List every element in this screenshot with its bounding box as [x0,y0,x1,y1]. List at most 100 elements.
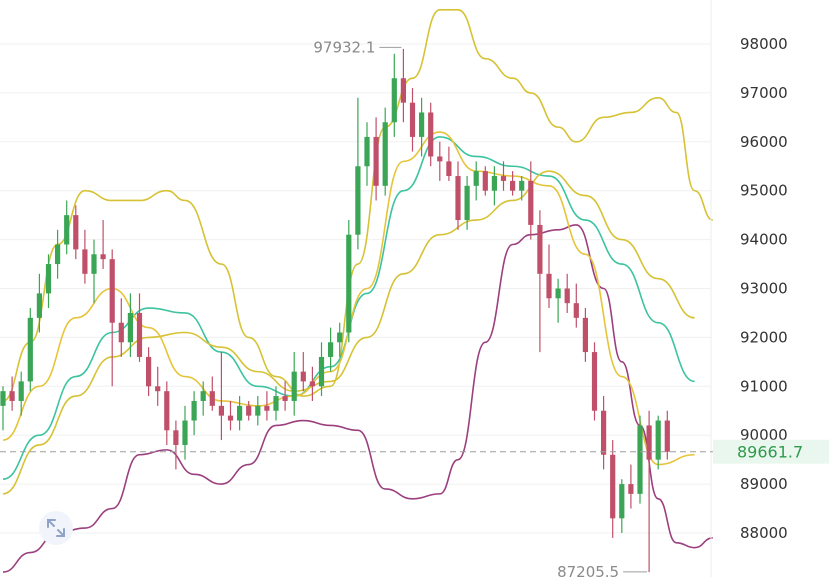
candle [446,146,452,181]
boll-band-lines [2,8,714,573]
candle [491,166,497,206]
candle [164,381,170,445]
candle [510,171,516,196]
candle [346,220,352,343]
candle [173,420,179,470]
grid [0,43,711,534]
low-annotation: 87205.5 [557,563,648,577]
candle [109,249,115,387]
y-tick-label: 92000 [740,328,788,346]
candle [409,88,416,152]
candle [610,440,616,538]
candle [391,53,397,137]
candle [373,117,379,201]
candle [45,254,52,309]
candle [564,273,570,313]
candle [318,342,325,397]
candle [601,396,607,470]
y-tick-label: 90000 [740,426,788,444]
candle [619,479,625,533]
candle [428,102,434,167]
candle [209,376,215,411]
y-tick-label: 88000 [740,524,788,542]
candle [255,396,261,426]
y-tick-label: 96000 [740,133,788,151]
candle [437,141,443,181]
candle [500,161,507,191]
candle [264,391,270,421]
candle [82,229,88,284]
candle [355,97,361,250]
candle [309,366,315,401]
y-tick-label: 97000 [740,84,788,102]
candle [27,308,33,392]
candle [364,122,370,186]
candle [400,48,406,123]
candle [136,293,143,362]
y-tick-label: 89000 [740,475,788,493]
candles [0,48,670,573]
candle [382,107,388,196]
candle [628,464,634,509]
candle [573,283,579,328]
candle [36,273,42,333]
price-tag-background [713,439,829,464]
line-boll-lower [2,224,713,573]
candle [637,415,643,504]
candle [655,415,661,470]
y-tick-label: 98000 [740,35,788,53]
candle [200,381,206,416]
candle [337,322,343,357]
candle [146,347,152,397]
y-tick-label: 91000 [740,377,788,395]
y-axis: 98000 97000 96000 95000 94000 93000 92000 91000… [740,35,788,542]
expand-icon[interactable] [39,511,73,545]
candle [464,176,470,230]
candle [482,166,488,196]
candle [227,400,234,431]
candle [537,210,543,353]
candle [18,371,24,416]
candle [328,327,334,372]
candle [555,278,561,323]
candle [127,293,133,357]
price-tag: 89661.7 [713,439,829,464]
candle [591,342,598,421]
low-price-label: 87205.5 [557,563,619,577]
candle [118,298,124,357]
candle [519,176,525,201]
candle [100,220,106,269]
candle [64,200,70,255]
line-ma-mid [2,136,695,481]
candle [582,308,588,362]
candle [300,352,306,392]
candle [246,400,252,421]
candle [419,97,425,157]
candle [191,391,197,436]
candle [73,205,79,260]
candle [282,381,288,411]
candle [291,352,297,416]
candle [546,244,552,309]
candle [528,161,534,240]
candle [455,161,461,230]
line-ma-slow [2,170,695,495]
candle [473,161,479,201]
high-price-label: 97932.1 [313,38,375,56]
high-annotation: 97932.1 [313,38,402,56]
y-tick-label: 93000 [740,280,788,298]
candle [182,405,188,460]
current-price-label: 89661.7 [737,443,803,462]
candle [155,366,161,406]
candle [664,410,670,460]
y-tick-label: 95000 [740,182,788,200]
candle [91,239,97,304]
candle [0,386,6,431]
candle [273,386,279,421]
candle [218,352,224,441]
candle [9,376,15,411]
candle [55,229,61,279]
y-tick-label: 94000 [740,231,788,249]
line-boll-upper [2,8,714,402]
